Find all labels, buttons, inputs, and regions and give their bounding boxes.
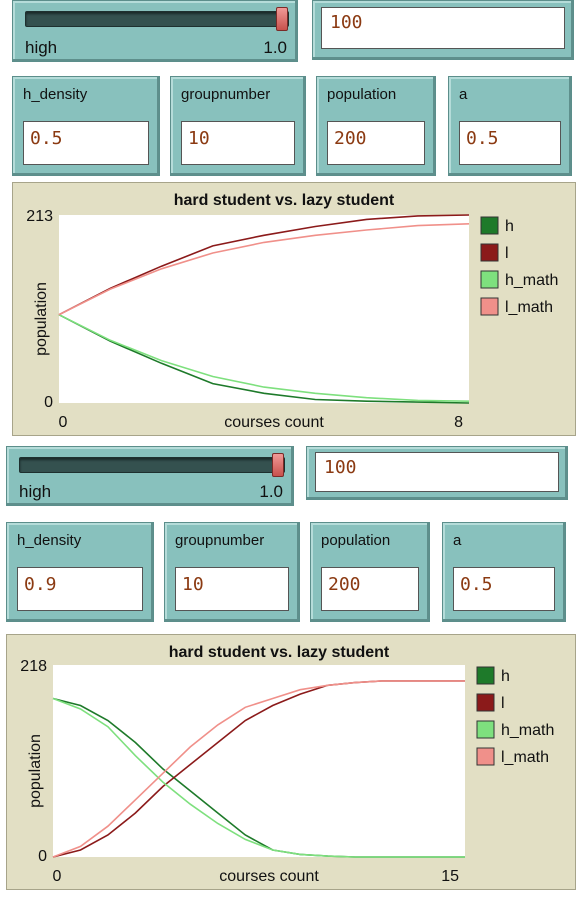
input-label: population [327,86,397,103]
legend-label-h: h [501,668,510,685]
top-input-field[interactable]: 100 [315,452,559,492]
high-slider[interactable]: high 1.0 [6,446,294,506]
h-density-field[interactable]: 0.5 [23,121,149,165]
input-box-population: population 200 [316,76,436,176]
legend-label-l_math: l_math [501,749,549,766]
a-field[interactable]: 0.5 [453,567,555,611]
input-box-groupnumber: groupnumber 10 [170,76,306,176]
slider-label: high [19,482,52,501]
input-label: h_density [17,532,82,549]
top-input-field[interactable]: 100 [321,7,565,49]
input-box-h-density: h_density 0.9 [6,522,154,622]
legend-swatch-h_math [480,270,499,289]
x-tick-label: 15 [441,868,459,885]
top-input-box: 100 [306,446,568,500]
y-tick-label: 0 [38,848,47,865]
plot-area [59,215,469,403]
slider-track[interactable] [19,453,285,477]
input-label: groupnumber [181,86,271,103]
input-box-h-density: h_density 0.5 [12,76,160,176]
series-line-l_math [52,680,465,858]
chart-svg: hard student vs. lazy student 213 00 8 cours… [26,192,558,431]
plot-1: hard student vs. lazy student 213 0 0 8 cours… [12,182,576,436]
series-line-l [58,214,470,316]
input-label: h_density [23,86,88,103]
groupnumber-field[interactable]: 10 [181,121,295,165]
input-box-a: a 0.5 [442,522,566,622]
series-line-h [58,313,470,404]
legend-swatch-l_math [476,747,495,766]
input-label: a [459,86,468,103]
input-box-a: a 0.5 [448,76,572,176]
plot-2: hard student vs. lazy student 218 0 0 15 cour… [6,634,576,890]
input-box-groupnumber: groupnumber 10 [164,522,300,622]
slider-value: 1.0 [263,38,287,57]
y-tick-label: 218 [20,658,47,675]
input-box-population: population 200 [310,522,430,622]
legend-swatch-h [480,216,499,235]
x-tick-label: 0 [59,414,68,431]
high-slider[interactable]: high 1.0 [12,0,298,62]
legend-label-l: l [501,695,505,712]
legend-swatch-l [476,693,495,712]
slider-knob[interactable] [272,453,284,477]
x-axis-label: courses count [219,868,319,885]
slider-label: high [25,38,58,57]
x-axis-label: courses count [224,414,324,431]
legend-label-l: l [505,245,509,262]
x-tick-label: 0 [53,868,62,885]
legend-label-l_math: l_math [505,299,553,316]
top-input-box: 100 [312,0,574,60]
series-line-l_math [58,223,470,316]
model-panel-2: high 1.0 100 h_density 0.9 groupnumber 1… [0,446,584,898]
input-label: population [321,532,391,549]
input-label: groupnumber [175,532,265,549]
a-field[interactable]: 0.5 [459,121,561,165]
groupnumber-field[interactable]: 10 [175,567,289,611]
plot-area [53,665,465,857]
legend-swatch-h [476,666,495,685]
series-line-h_math [52,697,465,858]
legend-swatch-h_math [476,720,495,739]
population-field[interactable]: 200 [321,567,419,611]
y-axis-label: population [27,734,44,808]
x-tick-label: 8 [454,414,463,431]
legend-swatch-l_math [480,297,499,316]
y-tick-label: 213 [26,208,53,225]
h-density-field[interactable]: 0.9 [17,567,143,611]
model-panel-1: high 1.0 100 h_density 0.5 groupnumber 1… [0,0,584,440]
chart-svg: hard student vs. lazy student 218 00 15 cour… [20,644,554,885]
legend-swatch-l [480,243,499,262]
legend-label-h_math: h_math [501,722,554,739]
legend-label-h: h [505,218,514,235]
population-field[interactable]: 200 [327,121,425,165]
slider-track[interactable] [25,7,289,31]
series-line-h_math [58,313,470,402]
chart-title: hard student vs. lazy student [174,192,395,209]
slider-knob[interactable] [276,7,288,31]
y-tick-label: 0 [44,394,53,411]
input-label: a [453,532,462,549]
legend-label-h_math: h_math [505,272,558,289]
slider-value: 1.0 [259,482,283,501]
chart-title: hard student vs. lazy student [169,644,390,661]
y-axis-label: population [33,282,50,356]
